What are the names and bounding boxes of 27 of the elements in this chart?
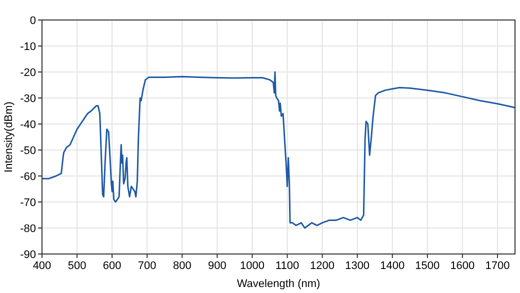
- x-tick-label: 1100: [275, 260, 300, 272]
- line-series: [41, 71, 516, 229]
- x-tick-label: 900: [208, 260, 226, 272]
- x-tick-label: 1700: [485, 260, 510, 272]
- x-tick-label: 600: [102, 260, 122, 272]
- y-tick-label: -80: [20, 223, 36, 235]
- y-tick-label: -10: [20, 41, 36, 53]
- x-tick-label: 1000: [240, 260, 264, 272]
- y-tick-label: -20: [20, 67, 36, 79]
- x-tick-label: 700: [138, 260, 156, 272]
- x-tick-label: 1300: [345, 260, 370, 272]
- y-tick-label: 0: [30, 15, 36, 27]
- x-tick-label: 1500: [415, 260, 440, 272]
- x-tick-label: 1600: [450, 260, 475, 272]
- x-axis-title: Wavelength (nm): [236, 278, 320, 290]
- y-tick-label: -30: [20, 93, 36, 105]
- y-tick-label: -90: [20, 249, 36, 261]
- x-tick-label: 800: [172, 260, 192, 272]
- x-tick-label: 1400: [380, 260, 405, 272]
- y-tick-label: -40: [20, 119, 36, 131]
- y-tick-label: -70: [20, 197, 36, 209]
- x-tick-label: 400: [32, 260, 52, 272]
- y-tick-label: -50: [20, 145, 36, 157]
- y-axis-title: Intensity(dBm): [3, 102, 15, 172]
- y-tick-label: -60: [20, 171, 36, 183]
- x-tick-label: 1200: [310, 260, 335, 272]
- x-tick-label: 500: [68, 260, 86, 272]
